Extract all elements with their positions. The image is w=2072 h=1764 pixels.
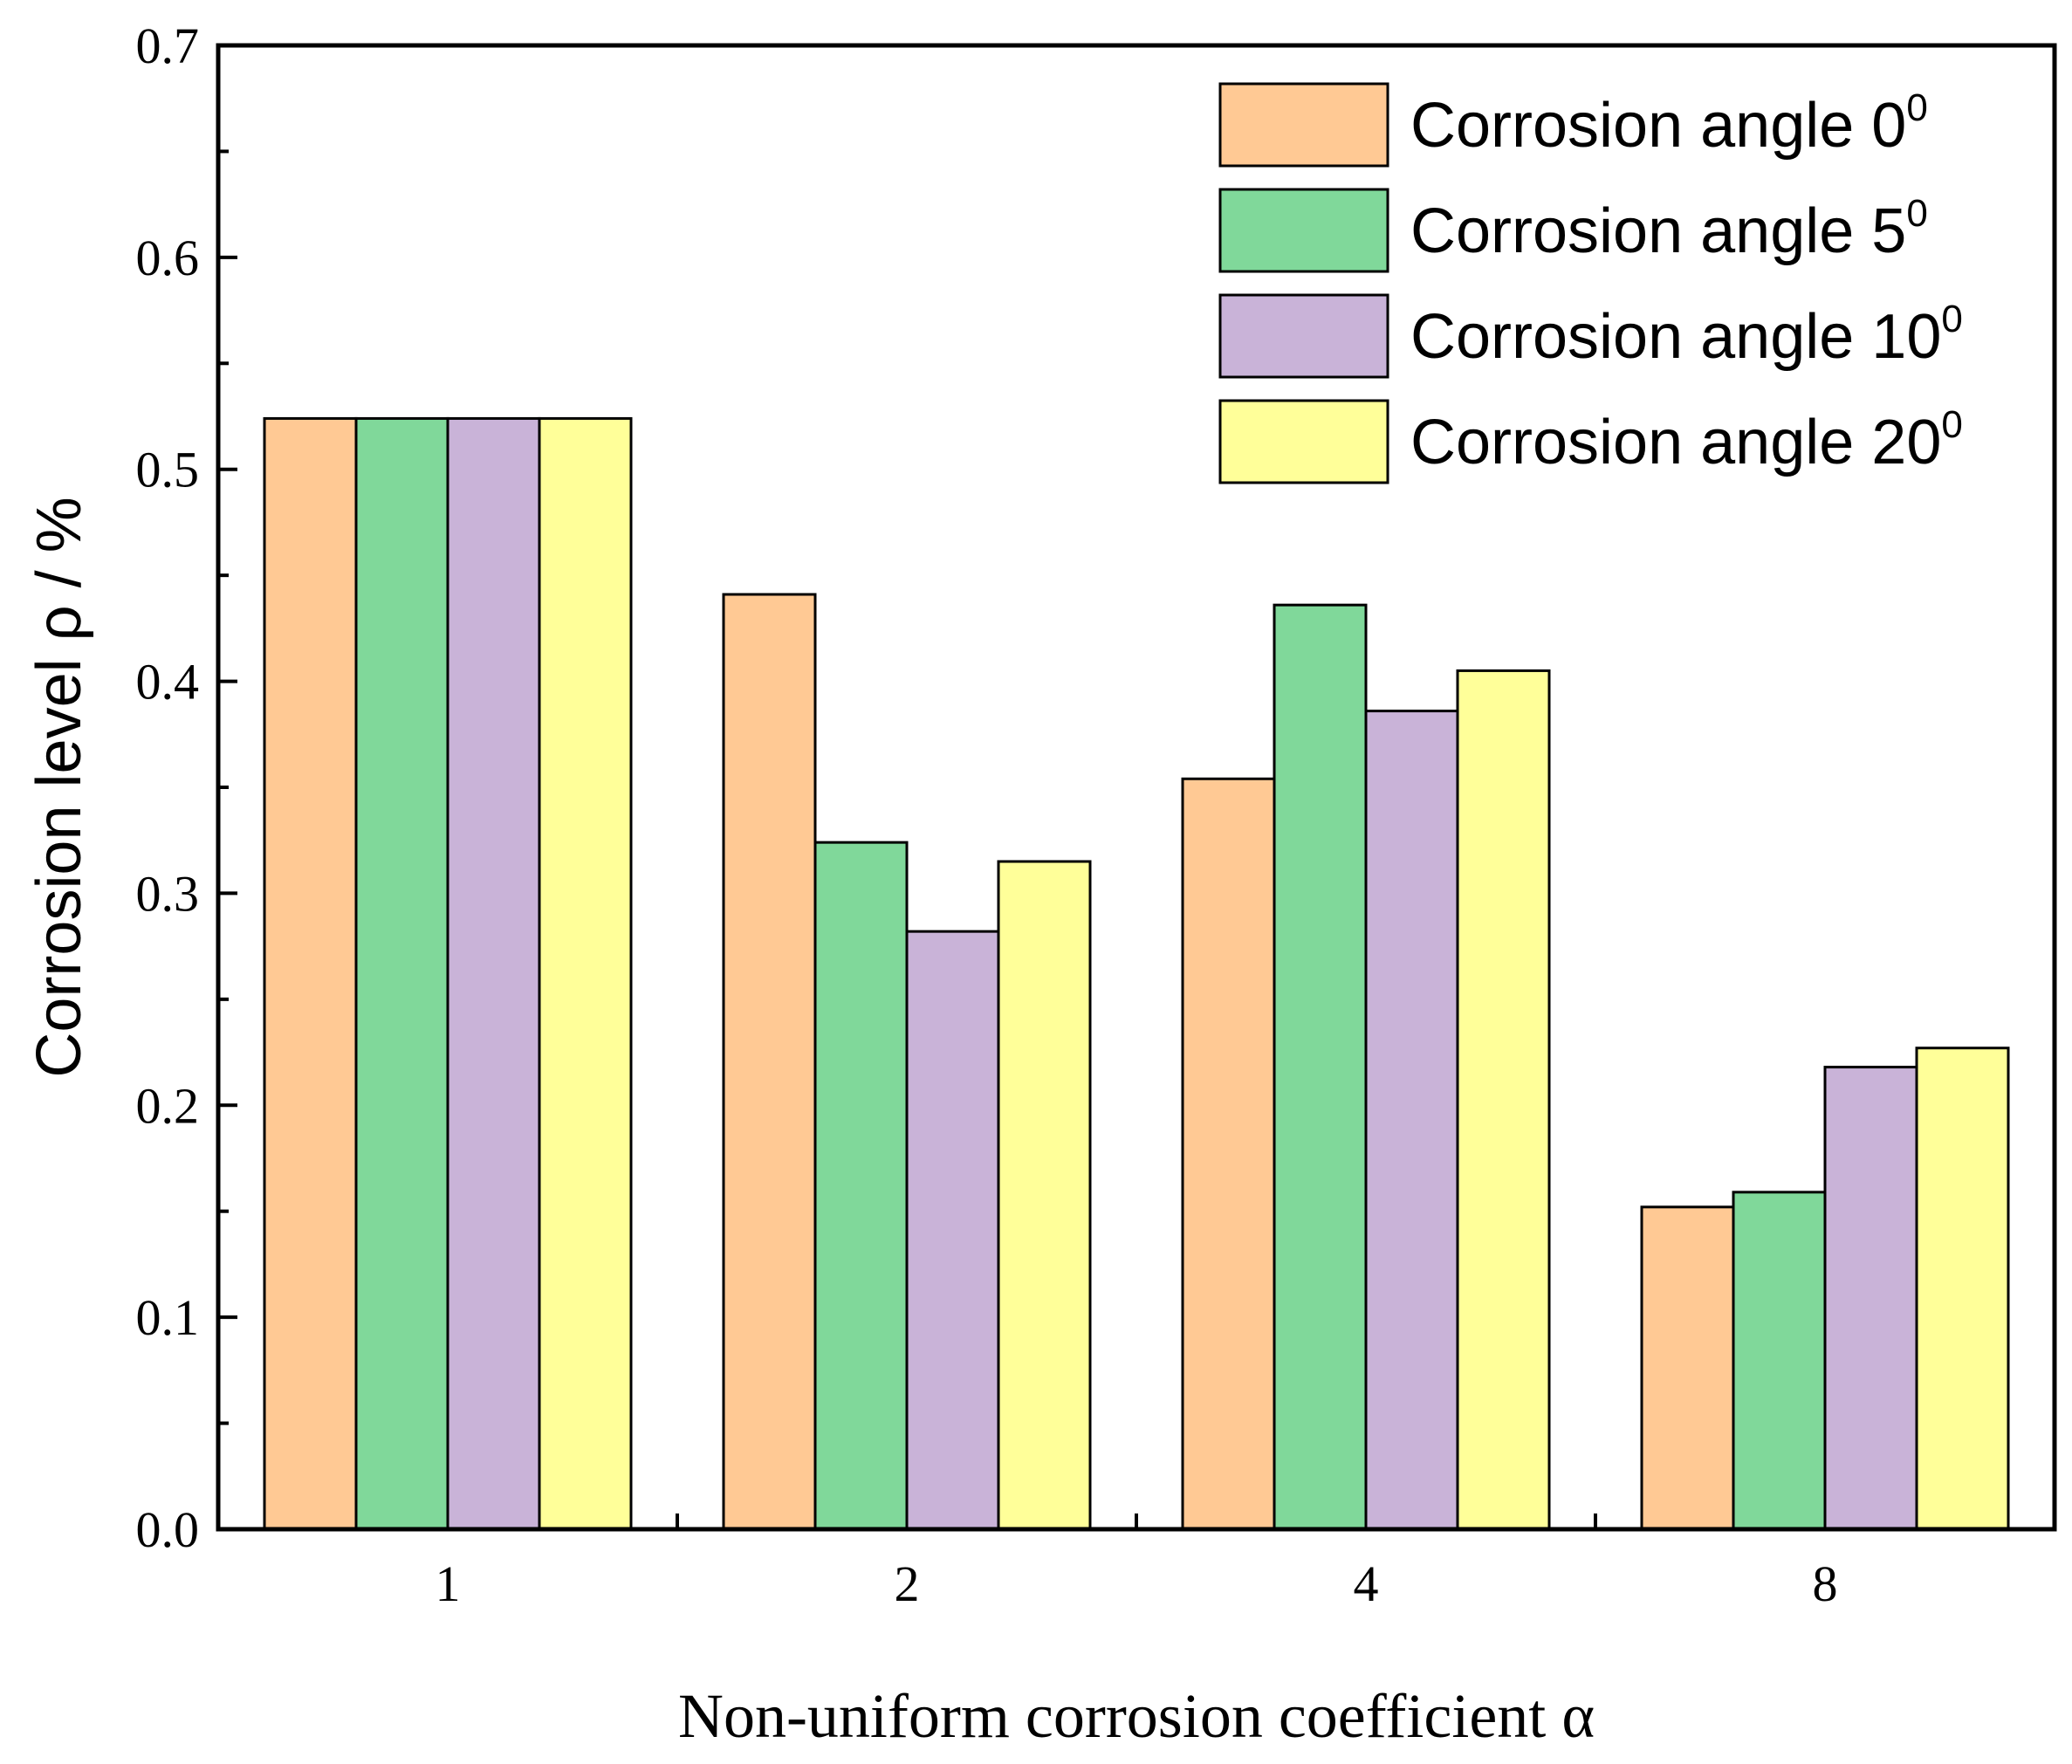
bar-2-series-3: [905, 930, 1000, 1531]
x-tick-label: 8: [1813, 1555, 1838, 1612]
bar-2-series-1: [722, 593, 817, 1531]
legend-label-text: Corrosion angle 20: [1410, 408, 1941, 477]
legend-label-superscript: 0: [1906, 86, 1927, 129]
legend-label-4: Corrosion angle 200: [1410, 403, 1963, 477]
legend-label-superscript: 0: [1906, 192, 1927, 235]
bar-1-series-3: [446, 416, 541, 1531]
bar-4-series-2: [1273, 603, 1368, 1531]
bar-8-series-4: [1915, 1047, 2010, 1531]
y-tick-label: 0.1: [136, 1289, 200, 1346]
y-axis-title: Corrosion level ρ / %: [24, 497, 94, 1077]
legend-swatch-1: [1218, 82, 1389, 168]
bar-1-series-2: [354, 416, 449, 1531]
y-tick-label: 0.3: [136, 865, 200, 922]
legend-label-text: Corrosion angle 0: [1410, 91, 1906, 161]
legend-label-superscript: 0: [1941, 403, 1962, 446]
y-tick-label: 0.7: [136, 17, 200, 74]
legend-label-text: Corrosion angle 10: [1410, 302, 1941, 372]
y-tick-label: 0.0: [136, 1501, 200, 1558]
y-tick-label: 0.4: [136, 654, 200, 710]
x-tick-label: 4: [1354, 1555, 1379, 1612]
bar-4-series-1: [1181, 777, 1276, 1531]
x-tick-label: 1: [436, 1555, 461, 1612]
bar-2-series-4: [997, 860, 1092, 1531]
legend-label-superscript: 0: [1941, 298, 1962, 340]
bar-8-series-3: [1823, 1066, 1918, 1531]
legend-label-3: Corrosion angle 100: [1410, 298, 1963, 372]
bar-4-series-4: [1456, 669, 1551, 1531]
bar-8-series-1: [1640, 1205, 1735, 1531]
legend-swatch-4: [1218, 399, 1389, 484]
ticks-layer: 0.0 0.1 0.2 0.3 0.4 0.5 0.6 0.7 1 2 4 8: [136, 17, 1838, 1612]
legend-label-1: Corrosion angle 00: [1410, 86, 1928, 161]
legend-label-text: Corrosion angle 5: [1410, 196, 1906, 266]
bar-4-series-3: [1364, 710, 1459, 1531]
bar-8-series-2: [1732, 1191, 1827, 1531]
bar-1-series-1: [263, 416, 358, 1531]
y-tick-label: 0.5: [136, 442, 200, 498]
legend-label-2: Corrosion angle 50: [1410, 192, 1928, 266]
bar-2-series-2: [813, 841, 909, 1531]
legend-swatch-3: [1218, 293, 1389, 379]
y-tick-label: 0.6: [136, 230, 200, 286]
legend-swatch-2: [1218, 188, 1389, 273]
bar-1-series-4: [538, 416, 633, 1531]
x-axis-title: Non-uniform corrosion coefficient α: [678, 1681, 1595, 1751]
x-tick-label: 2: [895, 1555, 920, 1612]
y-tick-label: 0.2: [136, 1077, 200, 1134]
bars-layer: [263, 416, 2010, 1531]
